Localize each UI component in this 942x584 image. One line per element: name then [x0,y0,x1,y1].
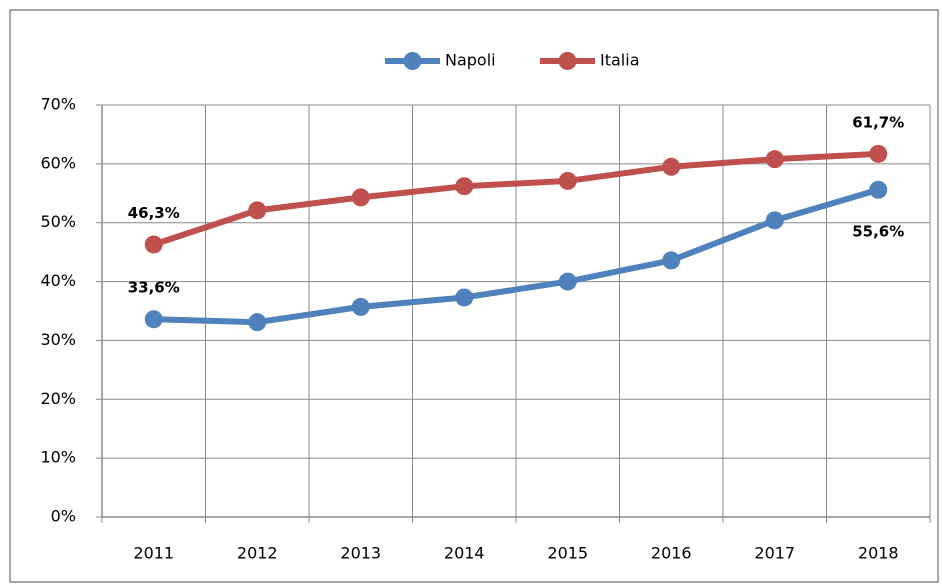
x-tick-label: 2017 [754,544,795,563]
series-marker [144,310,163,329]
series-marker [455,288,474,307]
series-marker [351,188,370,207]
x-tick-label: 2016 [651,544,692,563]
series-marker [144,235,163,254]
x-tick-label: 2014 [444,544,485,563]
data-label: 55,6% [852,222,904,240]
series-line [153,186,880,326]
y-tick-label: 70% [40,95,76,114]
series-marker [662,251,681,270]
legend-label: Napoli [445,51,496,70]
y-tick-label: 30% [40,330,76,349]
x-tick-label: 2013 [340,544,381,563]
x-tick-label: 2015 [547,544,588,563]
series-marker [558,171,577,190]
y-tick-label: 50% [40,212,76,231]
series-marker [558,272,577,291]
data-label: 33,6% [128,279,180,297]
series-marker [765,150,784,169]
series-marker [248,201,267,220]
y-tick-label: 20% [40,389,76,408]
legend-label: Italia [600,51,640,70]
series-marker [455,177,474,196]
x-tick-label: 2018 [858,544,899,563]
legend-marker [558,52,577,70]
legend-marker [403,52,422,70]
y-tick-label: 10% [40,448,76,467]
series-marker [351,297,370,316]
x-tick-label: 2011 [133,544,174,563]
y-tick-label: 40% [40,271,76,290]
data-label: 61,7% [852,113,904,131]
y-tick-label: 0% [51,507,76,526]
series-marker [869,144,888,163]
data-label: 46,3% [128,204,180,222]
x-tick-label: 2012 [237,544,278,563]
series-line [152,150,879,248]
series-marker [248,313,267,332]
series-marker [869,180,888,199]
series-marker [662,157,681,176]
series-marker [765,211,784,230]
y-tick-label: 60% [40,153,76,172]
